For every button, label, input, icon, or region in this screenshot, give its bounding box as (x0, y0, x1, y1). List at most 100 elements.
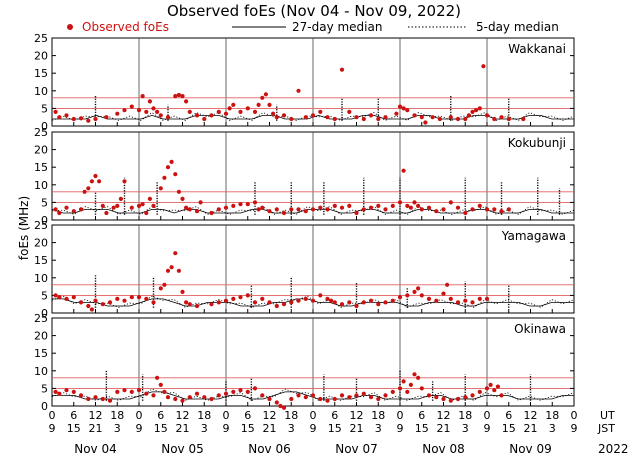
observed-point (151, 300, 156, 305)
observed-point (463, 298, 468, 303)
observed-point (368, 395, 374, 400)
observed-point (93, 395, 98, 400)
observed-point (281, 210, 287, 216)
legend-27day-label: 27-day median (292, 20, 382, 34)
x-tick-label-ut: 18 (197, 409, 211, 422)
observed-point (281, 405, 287, 410)
x-tick-label-ut: 0 (223, 409, 230, 422)
observed-point (78, 116, 84, 121)
x-tick-label-jst: 9 (571, 422, 578, 435)
y-tick-label: 5 (41, 196, 48, 209)
observed-point (310, 207, 316, 212)
observed-point (441, 396, 446, 402)
observed-point (521, 116, 526, 122)
chart-title: Observed foEs (Nov 04 - Nov 09, 2022) (167, 2, 461, 20)
observed-point (144, 296, 149, 301)
observed-point (165, 165, 171, 170)
observed-point (97, 179, 102, 184)
x-tick-label-jst: 15 (241, 422, 255, 435)
observed-point (434, 209, 439, 214)
observed-point (419, 207, 424, 212)
observed-point (412, 113, 417, 118)
day-label: Nov 06 (248, 442, 291, 456)
observed-point (412, 289, 417, 294)
observed-point (361, 391, 366, 396)
x-tick-label-ut: 0 (310, 409, 317, 422)
observed-point (484, 207, 490, 212)
observed-point (71, 295, 76, 300)
observed-point (64, 388, 69, 393)
observed-point (281, 113, 287, 118)
observed-point (173, 172, 178, 177)
observed-point (383, 115, 388, 120)
observed-point (289, 300, 294, 305)
observed-point (368, 298, 374, 303)
observed-point (368, 113, 374, 118)
observed-point (165, 395, 171, 400)
observed-point (278, 403, 283, 409)
observed-point (390, 203, 395, 208)
observed-point (477, 203, 482, 208)
observed-point (151, 393, 156, 398)
x-tick-label-jst: 21 (176, 422, 190, 435)
observed-point (165, 268, 171, 273)
observed-point (187, 109, 192, 114)
observed-point (155, 375, 160, 380)
observed-point (484, 296, 490, 301)
observed-point (53, 109, 58, 114)
observed-point (347, 203, 352, 208)
y-tick-label: 25 (34, 32, 48, 45)
day-label: Nov 07 (335, 442, 378, 456)
observed-point (115, 389, 120, 394)
observed-point (122, 179, 127, 184)
observed-point (180, 398, 185, 403)
observed-point (303, 209, 308, 214)
observed-point (107, 398, 113, 403)
observed-point (408, 205, 413, 210)
observed-point (263, 92, 268, 97)
y-tick-label: 10 (34, 272, 48, 285)
observed-point (416, 375, 421, 380)
observed-point (252, 386, 258, 391)
x-tick-label-ut: 18 (545, 409, 559, 422)
legend: Observed foEs 27-day median 5-day median (67, 20, 559, 34)
observed-point (430, 115, 435, 120)
observed-point (158, 186, 163, 191)
observed-point (57, 115, 62, 120)
panel-okinawa: 0 5 10 15 20 25 Okinawa (34, 312, 575, 413)
observed-point (209, 302, 214, 307)
observed-point (245, 202, 250, 207)
observed-point (470, 300, 475, 305)
observed-point (57, 391, 62, 396)
y-tick-label: 20 (34, 237, 48, 250)
observed-point (165, 115, 171, 120)
observed-point (115, 111, 120, 116)
observed-point (78, 393, 84, 398)
observed-point (354, 115, 359, 120)
y-tick-label: 25 (34, 219, 48, 232)
station-label: Yamagawa (501, 229, 566, 243)
observed-point (180, 289, 185, 294)
observed-point (484, 113, 490, 118)
observed-point (245, 293, 250, 298)
observed-point (325, 296, 330, 301)
observed-point (441, 291, 446, 296)
observed-point (136, 203, 142, 208)
observed-point (267, 396, 272, 402)
observed-point (122, 298, 127, 303)
observed-point (474, 108, 479, 113)
observed-point (111, 205, 116, 210)
observed-point (274, 400, 279, 405)
observed-point (412, 200, 417, 205)
observed-point (405, 203, 410, 208)
observed-point (296, 207, 301, 212)
observed-point (173, 251, 178, 256)
jst-label: JST (597, 422, 615, 435)
observed-point (376, 396, 381, 402)
observed-point (100, 396, 105, 402)
observed-point (434, 298, 439, 303)
y-tick-label: 25 (34, 312, 48, 325)
observed-point (376, 302, 381, 307)
station-panels: 0 5 10 15 20 25 Wakkanai 0 5 10 15 20 25 Kokubunji 0 5 1… (34, 32, 575, 413)
legend-observed-marker (67, 24, 73, 30)
